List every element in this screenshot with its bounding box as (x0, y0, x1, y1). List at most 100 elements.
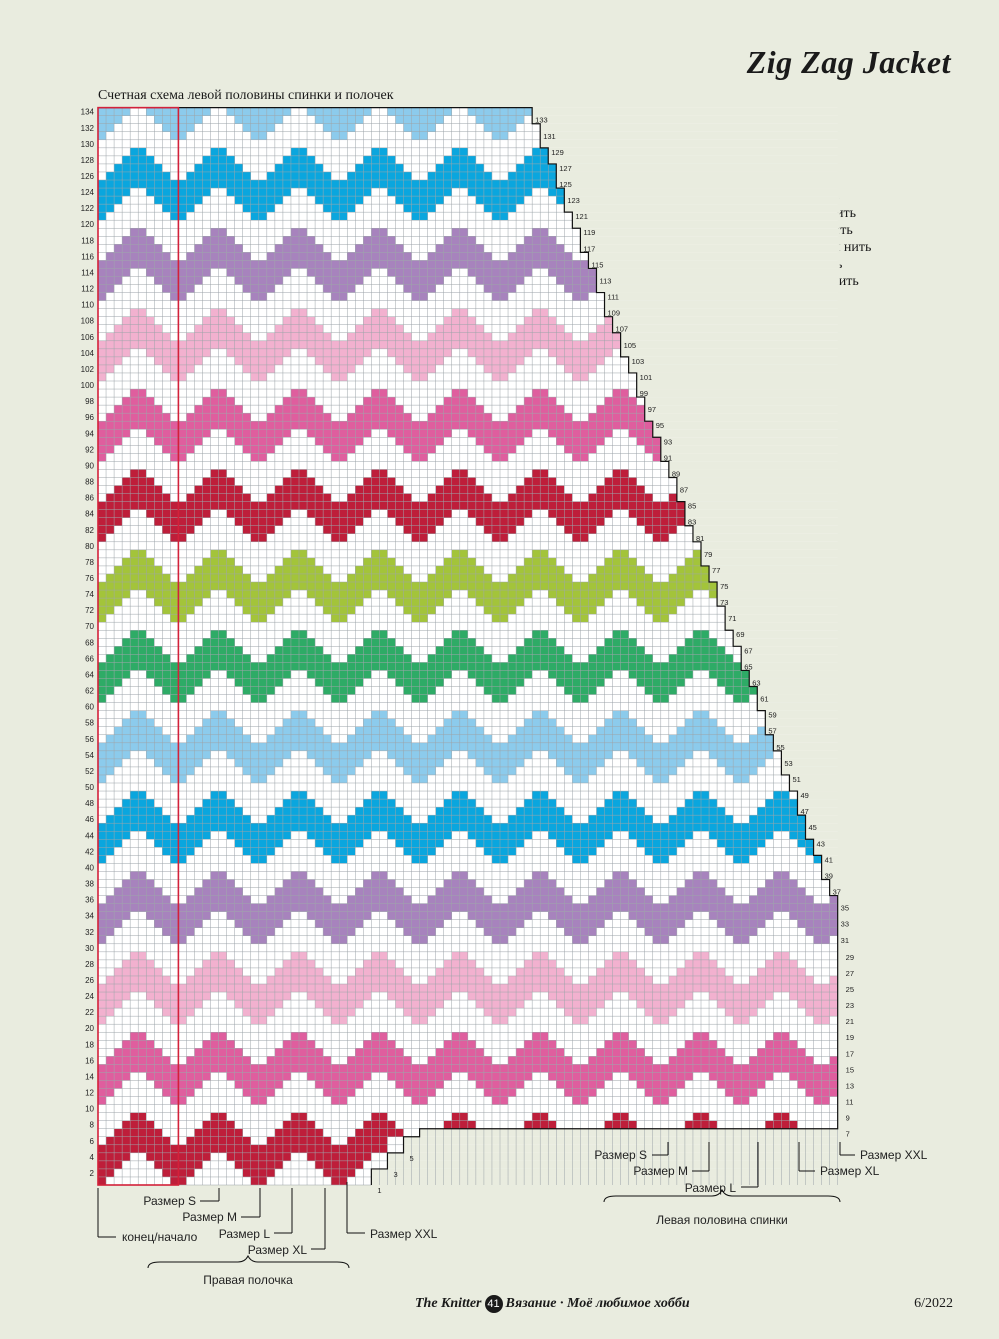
back-size-label-m: Размер M (633, 1164, 688, 1178)
chart-mask (757, 694, 840, 703)
row-label: 104 (81, 349, 95, 358)
row-label: 72 (85, 606, 94, 615)
chart-mask (540, 139, 840, 148)
chart-mask (813, 847, 840, 856)
footer-section: Вязание · Моё любимое хобби (505, 1296, 690, 1311)
row-label-right: 103 (632, 357, 645, 366)
row-label-right: 21 (846, 1017, 854, 1026)
chart-mask (636, 372, 840, 381)
chart-mask (676, 477, 840, 486)
row-label: 118 (81, 236, 94, 245)
row-label: 132 (81, 124, 95, 133)
row-label-right: 9 (846, 1114, 850, 1123)
chart-mask (692, 525, 840, 534)
chart-mask (749, 678, 840, 687)
chart-mask (419, 1128, 840, 1137)
row-label-right: 71 (728, 614, 736, 623)
chart-mask (620, 340, 840, 349)
row-label: 42 (85, 847, 94, 856)
row-label: 80 (85, 542, 94, 551)
chart-mask (604, 300, 840, 309)
size-label-s: Размер S (143, 1194, 196, 1208)
row-label: 46 (85, 815, 94, 824)
chart-mask (652, 429, 840, 438)
row-label: 92 (85, 445, 94, 454)
back-size-label-xl: Размер XL (820, 1164, 880, 1178)
row-label-right: 13 (846, 1081, 854, 1090)
chart-mask (371, 1176, 840, 1185)
chart-mask (620, 332, 840, 341)
zigzag-stripe (98, 710, 774, 783)
size-label-xl: Размер XL (248, 1243, 308, 1257)
row-label: 22 (85, 1008, 94, 1017)
row-label-right: 59 (768, 711, 776, 720)
chart-mask (532, 107, 840, 116)
row-label-right: 133 (535, 116, 548, 125)
chart-mask (829, 887, 840, 896)
row-label: 20 (85, 1024, 94, 1033)
row-label: 58 (85, 719, 94, 728)
chart-mask (821, 855, 840, 864)
row-label: 8 (90, 1121, 95, 1130)
row-label-right: 67 (744, 646, 752, 655)
row-label: 124 (81, 188, 95, 197)
row-label: 84 (85, 510, 94, 519)
back-brace (603, 1188, 841, 1203)
row-label: 16 (85, 1056, 94, 1065)
page-number: 41 (484, 1295, 503, 1313)
row-label-right: 29 (846, 953, 854, 962)
chart-mask (580, 228, 840, 237)
row-label: 44 (85, 831, 94, 840)
chart-mask (781, 766, 840, 775)
chart-mask (684, 517, 840, 526)
zigzag-stripe (98, 469, 685, 542)
row-label: 126 (81, 172, 95, 181)
chart-mask (684, 501, 840, 510)
row-label-right: 77 (712, 566, 720, 575)
row-label: 90 (85, 461, 94, 470)
row-label: 2 (90, 1169, 95, 1178)
chart-mask (540, 123, 840, 132)
chart-mask (548, 147, 840, 156)
front-brace (147, 1254, 350, 1269)
chart-mask (644, 405, 840, 414)
chart-mask (596, 284, 840, 293)
chart-mask (709, 565, 840, 574)
footer: The Knitter 41 Вязание · Моё любимое хоб… (415, 1295, 690, 1313)
row-label-right: 41 (825, 855, 833, 864)
row-label-right: 93 (664, 437, 672, 446)
chart-mask (644, 413, 840, 422)
row-label-right: 15 (846, 1065, 854, 1074)
chart-mask (805, 823, 840, 832)
row-label-right: 53 (784, 759, 792, 768)
chart-mask (660, 437, 840, 446)
row-label-right: 57 (768, 727, 776, 736)
row-label: 38 (85, 880, 94, 889)
row-label: 122 (81, 204, 95, 213)
chart-mask (387, 1160, 840, 1169)
row-label: 18 (85, 1040, 94, 1049)
row-label-right: 79 (704, 550, 712, 559)
zigzag-stripe (98, 228, 597, 301)
chart-mask (741, 646, 840, 655)
row-label-right: 39 (825, 871, 833, 880)
row-label: 108 (81, 317, 95, 326)
row-label-right: 129 (551, 148, 564, 157)
zigzag-stripe (98, 549, 718, 623)
row-label: 100 (81, 381, 95, 390)
zigzag-stripe (98, 871, 838, 944)
chart-mask (612, 324, 840, 333)
repeat-frame (97, 106, 180, 1186)
chart-mask (668, 469, 840, 478)
row-label: 28 (85, 960, 94, 969)
row-label: 10 (85, 1105, 94, 1114)
chart-mask (701, 557, 840, 566)
chart-mask (765, 718, 840, 727)
chart-mask (556, 163, 840, 172)
row-label: 24 (85, 992, 94, 1001)
front-caption: Правая полочка (203, 1273, 293, 1287)
chart-mask (556, 180, 840, 189)
zigzag-stripe (98, 951, 838, 1025)
chart-mask (773, 734, 840, 743)
